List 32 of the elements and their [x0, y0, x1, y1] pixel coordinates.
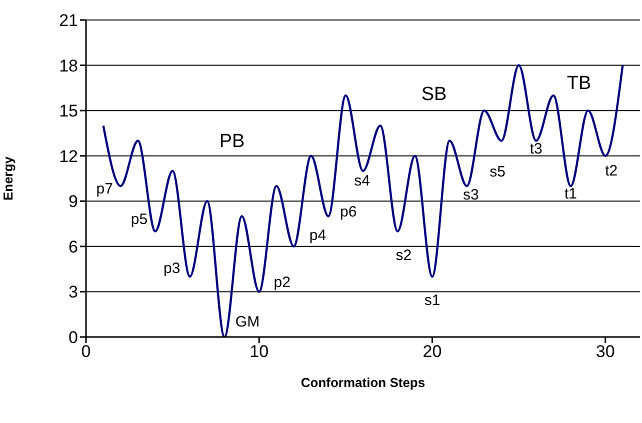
y-tick-label: 0 [68, 328, 78, 348]
annotation: p6 [340, 204, 357, 221]
x-tick-label: 20 [422, 342, 442, 362]
annotation: s4 [354, 172, 370, 190]
annotation: p4 [309, 226, 326, 244]
annotation: s3 [462, 186, 479, 204]
annotation: PB [219, 131, 245, 153]
annotation: p7 [96, 180, 113, 198]
x-tick-label: 0 [81, 342, 91, 362]
annotation: p2 [274, 274, 290, 292]
x-axis-title: Conformation Steps [300, 375, 426, 390]
annotation: s5 [490, 163, 506, 180]
annotation: t2 [605, 162, 618, 180]
annotation: p5 [130, 210, 148, 228]
x-tick-label: 10 [250, 342, 269, 362]
y-tick-label: 3 [68, 282, 78, 302]
annotation: s2 [396, 246, 412, 264]
y-tick-label: 12 [59, 146, 78, 166]
y-tick-label: 9 [68, 192, 78, 212]
y-axis-title: Energy [0, 156, 16, 201]
annotation: TB [566, 73, 592, 95]
annotation: GM [235, 314, 260, 330]
annotation: t1 [564, 186, 578, 203]
y-tick-label: 6 [68, 237, 78, 256]
annotation: t3 [530, 140, 542, 158]
annotation: p3 [164, 260, 180, 278]
y-tick-label: 21 [59, 11, 78, 30]
y-tick-label: 18 [59, 56, 78, 76]
y-tick-label: 15 [59, 102, 78, 121]
x-tick-label: 30 [596, 342, 615, 362]
annotation: s1 [424, 292, 440, 310]
annotation: SB [421, 84, 447, 106]
